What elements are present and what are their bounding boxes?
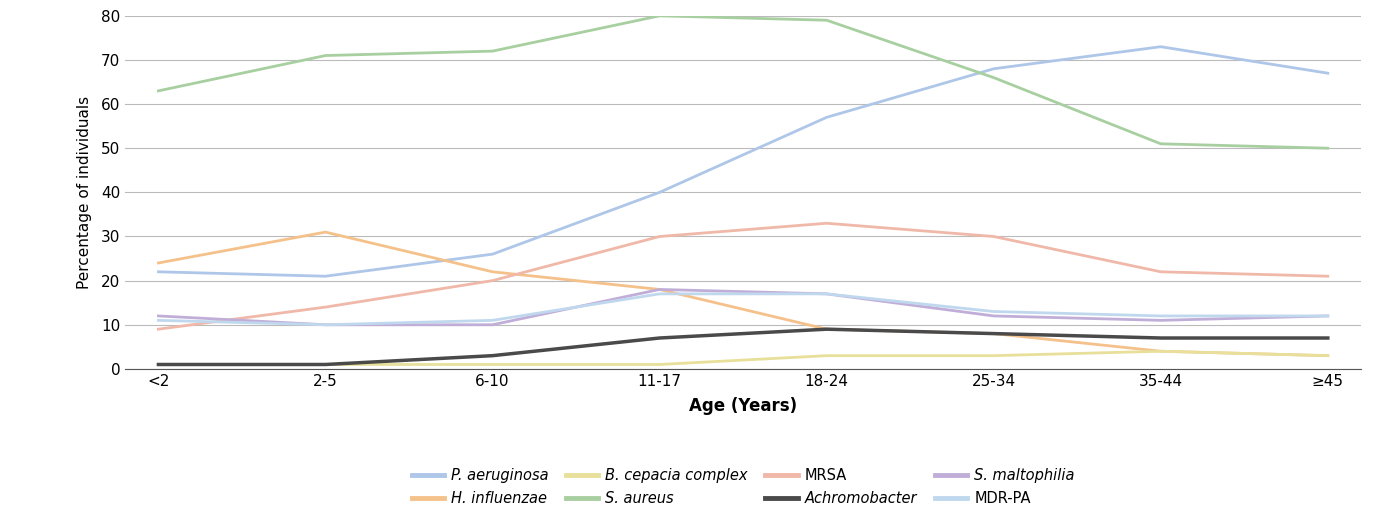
Legend: P. aeruginosa, H. influenzae, B. cepacia complex, S. aureus, MRSA, Achromobacter: P. aeruginosa, H. influenzae, B. cepacia… xyxy=(411,468,1075,506)
X-axis label: Age (Years): Age (Years) xyxy=(689,397,797,415)
Y-axis label: Percentage of individuals: Percentage of individuals xyxy=(78,96,93,289)
